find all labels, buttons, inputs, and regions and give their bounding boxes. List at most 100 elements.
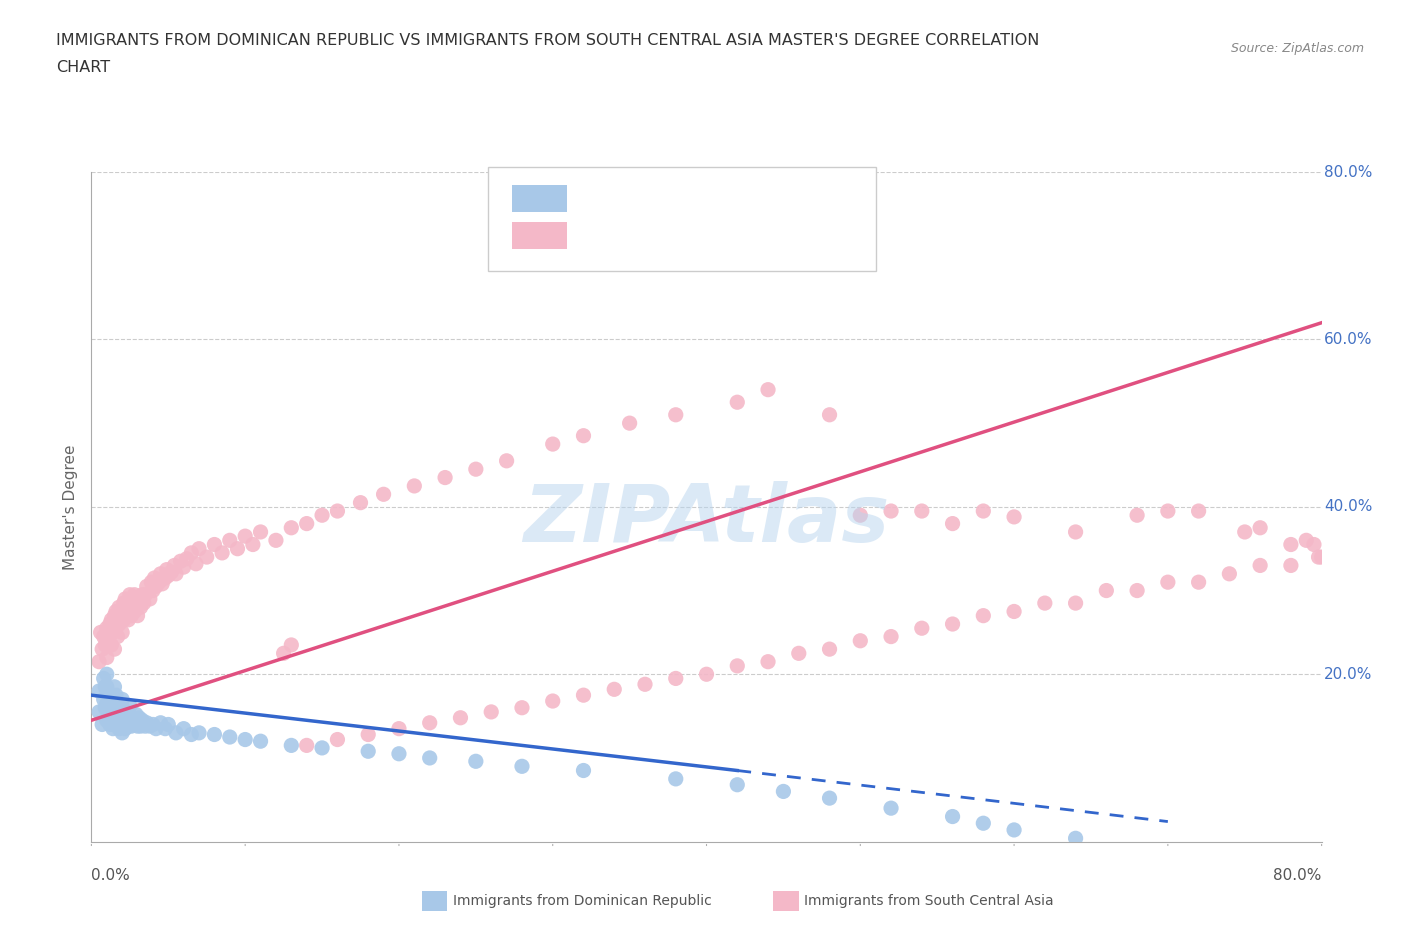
Point	[111, 725, 134, 740]
Point	[184, 556, 207, 571]
Point	[972, 816, 994, 830]
Point	[145, 578, 167, 594]
Point	[91, 642, 114, 657]
Point	[115, 604, 138, 619]
Point	[849, 633, 872, 648]
Point	[202, 538, 225, 552]
Point	[157, 717, 180, 732]
Point	[756, 655, 779, 670]
Point	[129, 719, 152, 734]
Point	[107, 630, 129, 644]
Point	[108, 722, 131, 737]
Point	[911, 504, 934, 519]
Point	[464, 754, 486, 769]
Point	[295, 738, 318, 753]
Point	[202, 727, 225, 742]
Point	[1064, 596, 1087, 611]
Point	[165, 566, 187, 581]
Text: IMMIGRANTS FROM DOMINICAN REPUBLIC VS IMMIGRANTS FROM SOUTH CENTRAL ASIA MASTER': IMMIGRANTS FROM DOMINICAN REPUBLIC VS IM…	[56, 33, 1039, 47]
Point	[1187, 575, 1209, 590]
Point	[101, 625, 124, 640]
Point	[114, 722, 136, 737]
Point	[880, 630, 903, 644]
Text: Immigrants from Dominican Republic: Immigrants from Dominican Republic	[453, 894, 711, 909]
Point	[105, 621, 127, 636]
Point	[787, 646, 810, 661]
Point	[148, 575, 170, 590]
Point	[103, 608, 125, 623]
Point	[110, 700, 132, 715]
Text: ZIPAtlas: ZIPAtlas	[523, 481, 890, 559]
Point	[94, 700, 117, 715]
Point	[165, 725, 187, 740]
Point	[114, 705, 136, 720]
Point	[150, 577, 173, 591]
Point	[942, 809, 965, 824]
Point	[153, 570, 177, 586]
Text: CHART: CHART	[56, 60, 110, 75]
Point	[264, 533, 287, 548]
Point	[449, 711, 471, 725]
Point	[125, 600, 148, 615]
Point	[404, 479, 426, 494]
Point	[98, 617, 121, 631]
Point	[1187, 504, 1209, 519]
Point	[349, 495, 371, 510]
Point	[911, 621, 934, 636]
Point	[114, 608, 136, 623]
Point	[756, 382, 779, 397]
Point	[98, 717, 121, 732]
Point	[100, 613, 122, 628]
Point	[1218, 566, 1240, 581]
Point	[87, 684, 110, 698]
Point	[464, 462, 486, 477]
Point	[880, 504, 903, 519]
Point	[1157, 575, 1180, 590]
Point	[818, 790, 841, 805]
Point	[101, 700, 124, 715]
Point	[373, 487, 395, 502]
Text: 0.0%: 0.0%	[91, 869, 131, 883]
Point	[226, 541, 249, 556]
Point	[90, 625, 112, 640]
Point	[160, 565, 183, 579]
Point	[942, 617, 965, 631]
Text: 40.0%: 40.0%	[1324, 499, 1372, 514]
Point	[1033, 596, 1056, 611]
Point	[280, 521, 302, 536]
Point	[510, 759, 533, 774]
Point	[725, 658, 748, 673]
Point	[1249, 558, 1271, 573]
Point	[326, 504, 349, 519]
Text: Immigrants from South Central Asia: Immigrants from South Central Asia	[804, 894, 1054, 909]
Point	[105, 604, 127, 619]
Point	[249, 525, 271, 539]
Point	[122, 596, 145, 611]
Point	[103, 642, 125, 657]
Point	[129, 600, 152, 615]
Point	[100, 692, 122, 707]
Point	[772, 784, 794, 799]
Point	[94, 679, 117, 694]
Point	[149, 566, 172, 581]
Point	[273, 646, 295, 661]
Point	[110, 613, 132, 628]
Point	[114, 591, 136, 606]
Point	[153, 722, 177, 737]
Point	[103, 679, 125, 694]
Point	[419, 751, 441, 765]
Point	[96, 650, 118, 665]
Point	[1095, 583, 1118, 598]
Point	[118, 698, 141, 713]
Point	[103, 696, 125, 711]
Point	[96, 713, 118, 728]
Point	[111, 692, 134, 707]
Point	[131, 713, 153, 728]
Point	[211, 545, 233, 560]
Point	[849, 508, 872, 523]
Point	[107, 713, 129, 728]
Point	[972, 608, 994, 623]
Point	[128, 591, 150, 606]
Point	[117, 719, 139, 734]
Point	[96, 679, 118, 694]
